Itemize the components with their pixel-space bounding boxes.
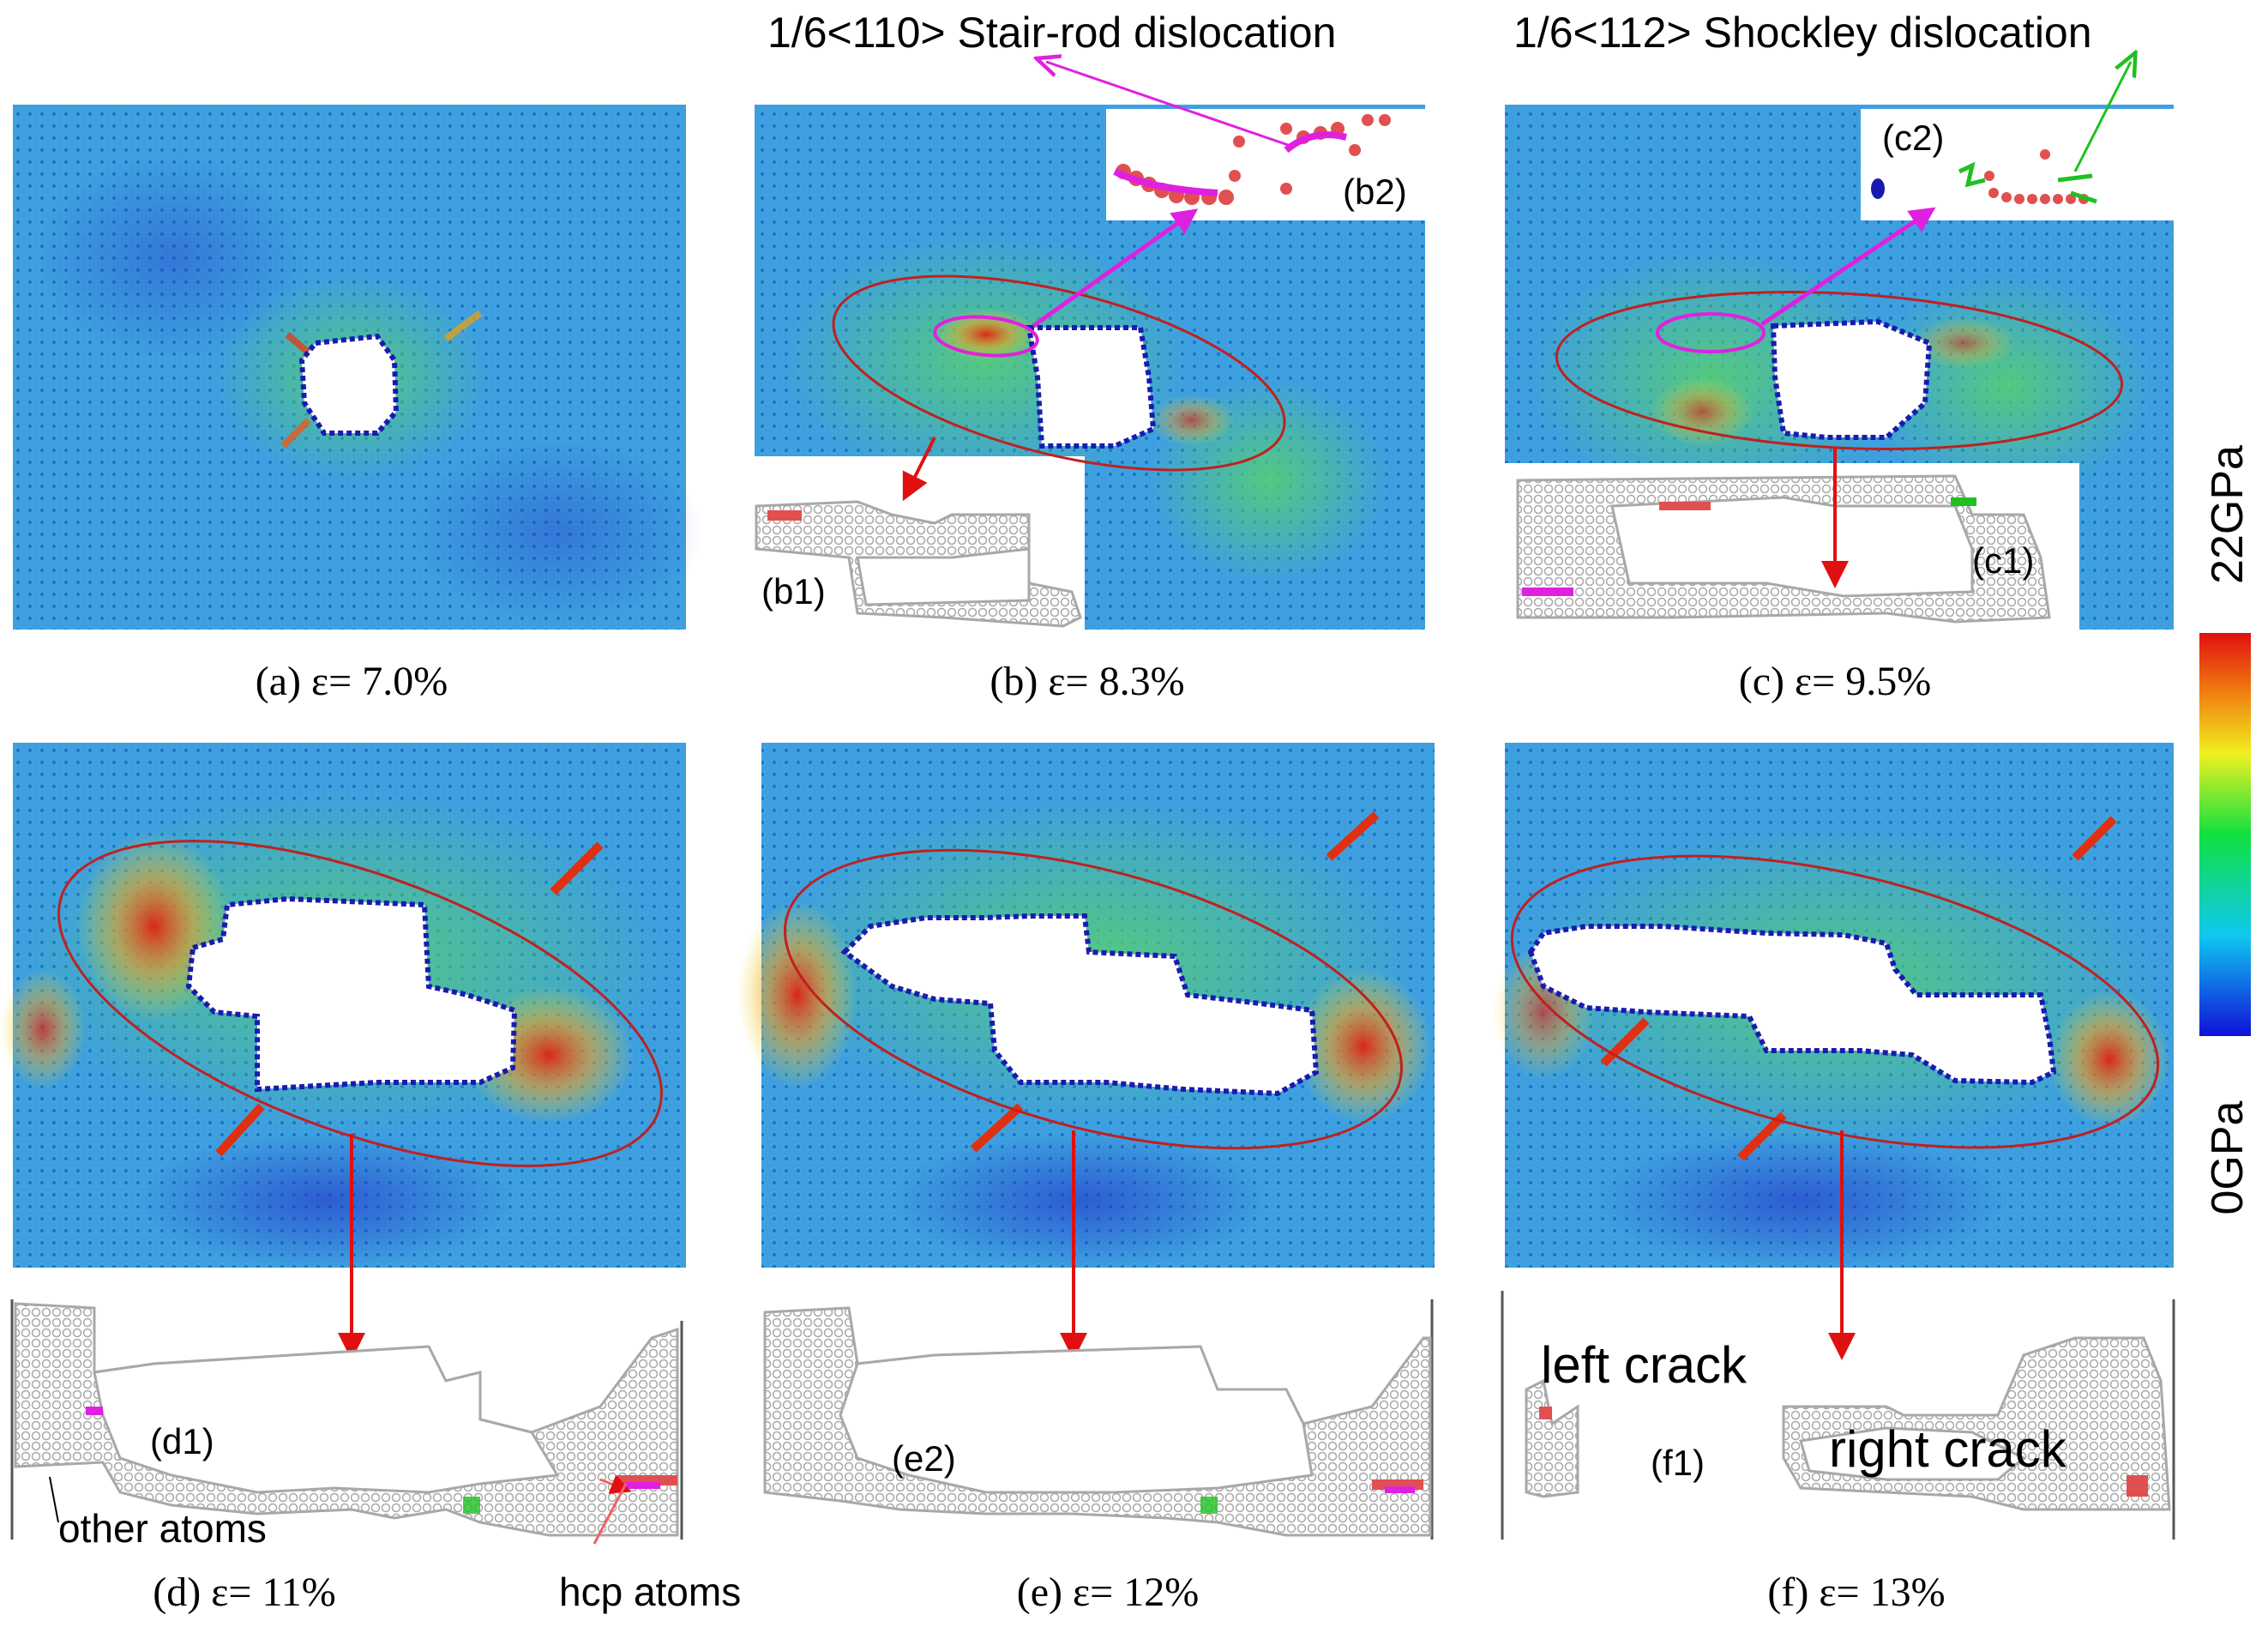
- inset-label-e2: (e2): [892, 1438, 956, 1479]
- inset-label-b2: (b2): [1343, 172, 1407, 212]
- inset-f1: (f1): [1501, 1291, 2175, 1540]
- inset-label-d1: (d1): [150, 1421, 214, 1461]
- caption-d: (d) ε= 11%: [153, 1570, 335, 1615]
- caption-e: (e) ε= 12%: [1017, 1570, 1199, 1615]
- void: [298, 333, 400, 436]
- void: [1770, 318, 1933, 440]
- stress-ellipse: [784, 848, 1403, 1150]
- inset-label-b1: (b1): [761, 571, 826, 612]
- panel-d: (d1) other atoms: [0, 743, 686, 1551]
- stair-rod-pointer: [1046, 62, 1291, 148]
- inset-d1: (d1): [10, 1299, 683, 1540]
- void: [185, 895, 518, 1093]
- panel-e: (e2): [737, 743, 1435, 1540]
- caption-f: (f) ε= 13%: [1767, 1570, 1945, 1615]
- caption-a: (a) ε= 7.0%: [256, 659, 448, 704]
- colorbar-max-label: 22GPa: [2203, 445, 2253, 584]
- panel-c: (c2) (c1): [1505, 105, 2174, 630]
- panel-b: (b2) (b1): [755, 105, 1425, 630]
- inset-b2: [1106, 109, 1425, 220]
- stress-ellipse: [57, 840, 663, 1167]
- other-atoms-label: other atoms: [58, 1506, 267, 1551]
- hcp-atoms-label: hcp atoms: [559, 1570, 741, 1614]
- stair-rod-label: 1/6<110> Stair-rod dislocation: [767, 9, 1336, 57]
- colorbar-gradient: [2199, 633, 2251, 1036]
- inset-label-c1: (c1): [1972, 540, 2034, 581]
- stress-ellipse: [1555, 290, 2124, 451]
- void: [1026, 325, 1157, 449]
- colorbar-min-label: 0GPa: [2203, 1100, 2253, 1214]
- void: [840, 913, 1320, 1097]
- panel-f: (f1) left crack right crack: [1492, 743, 2175, 1540]
- inset-label-f1: (f1): [1651, 1443, 1705, 1483]
- inset-e2: (e2): [763, 1299, 1434, 1540]
- stress-ellipse: [1510, 854, 2160, 1149]
- shockley-pointer: [2073, 62, 2131, 172]
- caption-b: (b) ε= 8.3%: [990, 659, 1184, 704]
- dislocation-ellipse-c: [1656, 312, 1766, 353]
- colorbar: 22GPa 0GPa: [2199, 445, 2253, 1214]
- left-crack-label: left crack: [1541, 1336, 1748, 1394]
- void: [1527, 924, 2057, 1086]
- right-crack-label: right crack: [1829, 1420, 2067, 1478]
- dislocation-ellipse-b: [933, 315, 1039, 358]
- caption-c: (c) ε= 9.5%: [1739, 659, 1931, 704]
- shockley-label: 1/6<112> Shockley dislocation: [1513, 9, 2092, 57]
- panel-a: [13, 105, 703, 630]
- inset-label-c2: (c2): [1882, 118, 1944, 158]
